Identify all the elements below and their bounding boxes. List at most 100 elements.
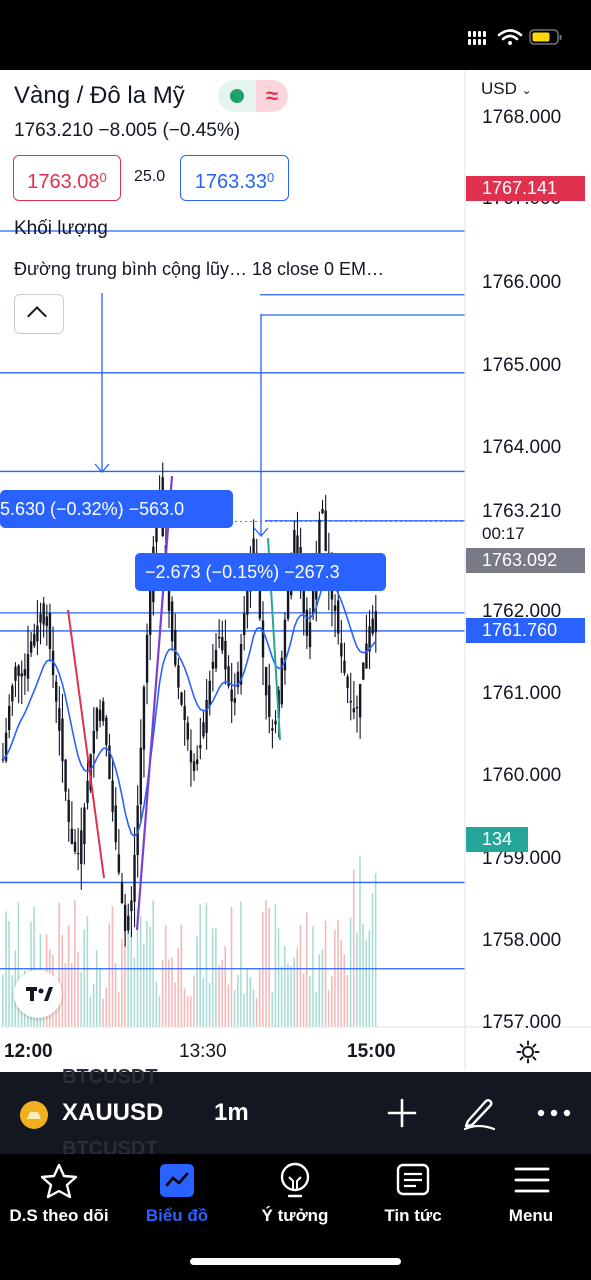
price-axis-label: 1768.000 [482,107,562,128]
volume-indicator-label[interactable]: Khối lượng [14,218,108,239]
volume-bar [196,936,198,1027]
volume-bar [114,962,117,1027]
candle-body [14,666,17,681]
ema-indicator-label[interactable]: Đường trung bình cộng lũy… 18 close 0 EM… [14,259,385,279]
alert-price-tag[interactable]: 1767.141 [466,176,585,201]
currency-select[interactable]: USD ⌄ [481,79,532,99]
line-price-tag[interactable]: 1761.760 [466,618,585,643]
volume-bar [86,916,89,1027]
nav-chart[interactable]: Biểu đồ [118,1160,236,1225]
sell-button[interactable]: 1763.080 [13,155,121,201]
volume-bar [105,987,107,1027]
alert-price-value: 1767.141 [482,178,558,198]
candle-body [365,643,368,669]
drawing-pen-icon[interactable] [460,1093,498,1131]
volume-bar [368,930,371,1027]
candle-body [11,685,14,702]
candle-body [189,750,193,763]
volume-bar [77,952,79,1027]
volume-bar [183,988,186,1027]
volume-bar [168,959,170,1027]
volume-bar [296,947,299,1027]
volume-bar [161,960,164,1027]
volume-bar [149,926,151,1027]
nav-ideas[interactable]: Ý tưởng [236,1160,354,1225]
price-axis-label: 1762.000 [482,601,562,622]
volume-bar [331,975,333,1027]
volume-bar [287,963,289,1027]
candle-body [76,852,80,855]
candle-body [70,828,74,845]
candle-body [274,720,277,725]
candle-body [368,626,371,652]
candle-body [343,660,346,673]
candle-body [174,629,177,665]
candle-body [127,915,130,931]
volume-bar [215,928,217,1027]
candle-body [4,732,8,761]
volume-bar [268,907,270,1027]
nav-menu[interactable]: Menu [472,1160,590,1225]
nav-watchlist-label: D.S theo dõi [9,1206,109,1225]
candle-body [224,640,227,670]
horizontal-lines [0,230,465,970]
volume-bar [186,995,189,1027]
cellular-signal-icon [468,31,486,45]
symbol-search-button[interactable]: XAUUSD [62,1099,164,1126]
volume-bar [255,998,258,1027]
price-axis-label: 1764.000 [482,437,562,458]
tradingview-logo[interactable] [14,970,62,1018]
volume-bar [265,899,267,1027]
measure-label-2[interactable]: −2.673 (−0.15%) −267.3 [135,553,386,591]
ask-price: 1763.33 [194,171,268,193]
volume-bar [371,892,374,1027]
bottom-toolbar [0,1072,591,1154]
market-status-badge[interactable]: ≈ [218,80,288,112]
volume-bar [362,923,364,1027]
candle-body [149,589,152,635]
candle-body [221,636,224,651]
ghost-symbol-top: BTCUSDT [62,1066,158,1088]
candle-body [227,666,230,687]
more-options-icon[interactable] [537,1107,571,1119]
buy-button[interactable]: 1763.330 [180,155,289,201]
candle-body [64,759,67,792]
candle-body [58,708,61,731]
settings-gear-icon[interactable] [516,1040,540,1064]
volume-bar [102,998,104,1027]
interval-button[interactable]: 1m [214,1099,249,1126]
measure-arrow-1 [94,293,110,473]
menu-icon [514,1167,550,1193]
candle-body [355,706,359,709]
volume-bar [171,957,173,1027]
candlesticks [1,462,378,947]
candle-body [230,689,233,702]
nav-watchlist[interactable]: D.S theo dõi [0,1160,118,1225]
volume-bar [252,989,255,1027]
volume-bar [262,911,264,1027]
volume-bar [205,902,208,1027]
volume-bar [11,975,13,1027]
home-indicator [190,1258,401,1265]
candle-body [20,673,23,677]
time-label-2: 15:00 [347,1041,396,1062]
candle-body [167,586,171,611]
measure-label-1[interactable]: 5.630 (−0.32%) −563.0 [0,490,233,528]
volume-bar [302,973,305,1027]
candle-body [205,699,208,733]
volume-bar [224,946,227,1027]
add-plus-icon[interactable] [386,1097,418,1129]
candle-body [86,780,89,803]
nav-news[interactable]: Tin tức [354,1160,472,1225]
symbol-title[interactable]: Vàng / Đô la Mỹ [14,82,185,109]
volume-bar [111,906,114,1027]
candle-body [61,718,64,762]
volume-bar [290,965,292,1027]
candle-body [305,609,309,636]
nav-ideas-label: Ý tưởng [261,1206,329,1225]
volume-bar [305,912,308,1027]
candle-body [258,573,262,619]
volume-bar [89,996,92,1027]
volume-bar [124,908,126,1027]
collapse-indicators-button[interactable] [14,294,64,334]
